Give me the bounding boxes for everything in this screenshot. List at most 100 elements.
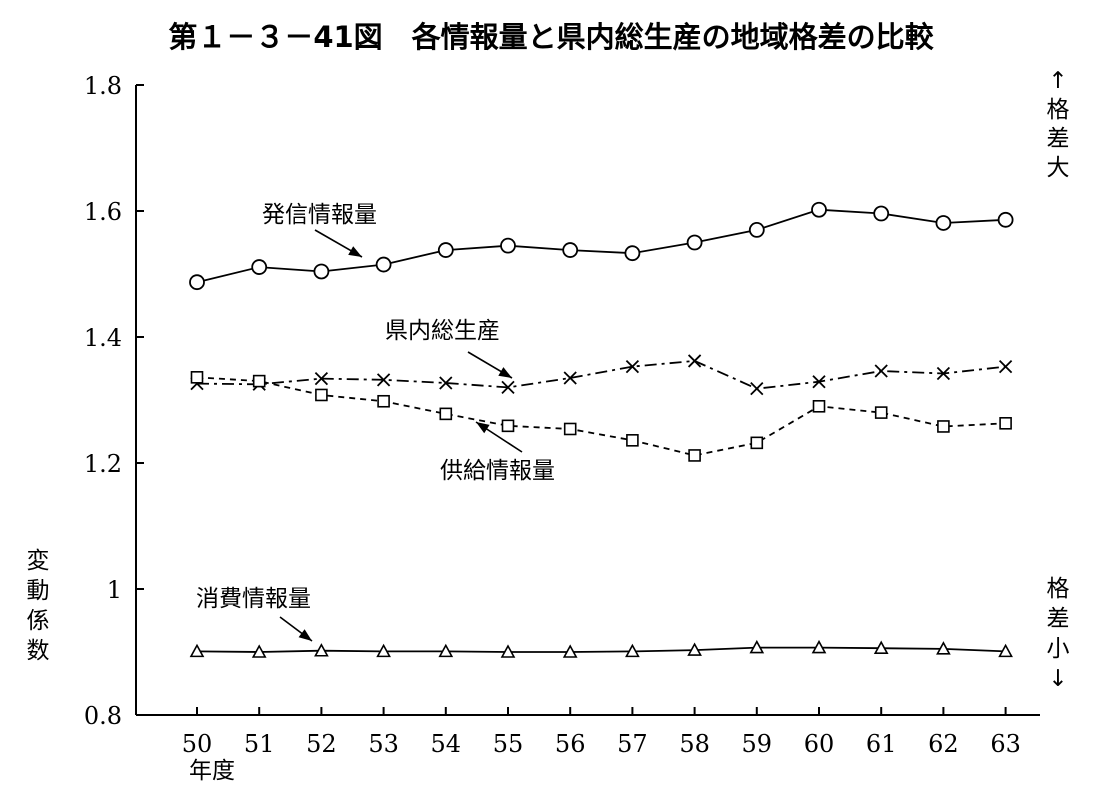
series-4 <box>189 639 1013 658</box>
x-tick-label: 62 <box>928 730 959 758</box>
data-point <box>190 371 204 384</box>
series-line <box>196 359 1006 390</box>
vertical-char: 動 <box>27 578 50 604</box>
right-label-top: ↑ 格差大 <box>1047 68 1070 181</box>
data-point <box>376 643 391 658</box>
x-tick-label: 59 <box>742 730 773 758</box>
data-point <box>624 245 641 262</box>
chart-axes: 0.8 1 1.2 1.4 1.6 1.8 50 51 52 53 54 55 56 57 58 59 60 61… <box>84 72 1040 758</box>
vertical-char: 格 <box>1047 576 1070 602</box>
chart-series <box>189 201 1014 658</box>
data-point <box>688 449 701 462</box>
vertical-char: 大 <box>1047 155 1070 181</box>
data-point <box>748 221 765 238</box>
data-point <box>437 242 454 258</box>
vertical-char: 小 <box>1047 636 1070 662</box>
x-tick-label: 54 <box>431 730 462 758</box>
data-point <box>563 422 577 436</box>
y-tick-label: 0.8 <box>84 702 122 730</box>
data-point <box>189 643 205 658</box>
data-point <box>812 375 826 389</box>
data-point <box>936 366 951 381</box>
x-tick-label: 50 <box>182 730 213 758</box>
data-point <box>377 394 390 408</box>
data-point <box>874 406 888 419</box>
data-point <box>313 263 330 280</box>
data-point <box>812 399 826 413</box>
data-point <box>501 419 515 433</box>
x-tick-label: 56 <box>555 730 586 758</box>
data-point <box>687 354 702 368</box>
pointer-arrow-head <box>348 246 362 257</box>
y-tick-label: 1 <box>107 576 122 604</box>
series-label: 供給情報量 <box>440 458 555 484</box>
vertical-char: 差 <box>1047 126 1070 152</box>
data-point <box>562 644 578 658</box>
data-point <box>998 359 1013 374</box>
series-3 <box>190 371 1012 462</box>
data-point <box>252 374 266 388</box>
series-1 <box>189 201 1014 291</box>
data-point <box>874 364 888 378</box>
data-point <box>315 388 328 402</box>
data-point <box>251 644 267 658</box>
data-point <box>686 234 703 251</box>
x-tick-label: 52 <box>306 730 337 758</box>
x-tick-label: 63 <box>990 730 1021 758</box>
data-point <box>251 259 268 275</box>
data-point <box>749 639 765 654</box>
data-point <box>750 436 764 450</box>
data-point <box>811 639 827 654</box>
data-point <box>439 376 453 390</box>
data-point <box>376 373 391 387</box>
series-2 <box>190 354 1013 396</box>
vertical-char: 係 <box>27 608 50 634</box>
vertical-char: 数 <box>27 638 50 664</box>
data-point <box>999 417 1012 430</box>
series-label: 消費情報量 <box>196 586 311 612</box>
vertical-char: ↓ <box>1048 666 1067 692</box>
data-point <box>873 205 890 222</box>
data-point <box>998 643 1013 658</box>
x-tick-label: 53 <box>368 730 399 758</box>
pointer-arrow-head <box>498 367 512 378</box>
pointer-arrow-head <box>298 629 312 641</box>
x-tick-label: 60 <box>804 730 835 758</box>
series-label: 発信情報量 <box>262 202 377 228</box>
data-point <box>625 643 640 658</box>
data-point <box>375 256 392 273</box>
data-point <box>563 371 577 385</box>
x-tick-label: 51 <box>244 730 275 758</box>
data-point <box>189 274 205 291</box>
data-point <box>314 371 329 386</box>
data-point <box>997 211 1014 228</box>
data-point <box>625 359 640 374</box>
y-tick-label: 1.8 <box>84 72 122 100</box>
data-point <box>937 420 950 433</box>
data-point <box>873 640 889 655</box>
series-line <box>196 646 1006 653</box>
chart-title: 第１－３－41図 各情報量と県内総生産の地域格差の比較 <box>168 20 934 54</box>
vertical-char: 変 <box>27 548 50 574</box>
series-label: 県内総生産 <box>385 318 500 344</box>
y-tick-label: 1.4 <box>84 324 122 352</box>
x-tick-label: 58 <box>679 730 710 758</box>
right-label-bottom: 格差小 ↓ <box>1047 576 1070 692</box>
data-point <box>314 643 329 657</box>
data-point <box>936 641 951 655</box>
series-line <box>196 376 1006 457</box>
data-point <box>935 215 952 231</box>
series-line <box>196 208 1006 284</box>
data-point <box>438 643 454 658</box>
data-point <box>500 644 516 658</box>
data-point <box>562 242 579 258</box>
x-axis-label: 年度 <box>189 758 235 784</box>
vertical-char: 差 <box>1047 606 1070 632</box>
y-tick-label: 1.2 <box>84 450 122 478</box>
data-point <box>687 642 702 656</box>
y-tick-label: 1.6 <box>84 198 122 226</box>
pointer-arrow-head <box>476 422 490 434</box>
